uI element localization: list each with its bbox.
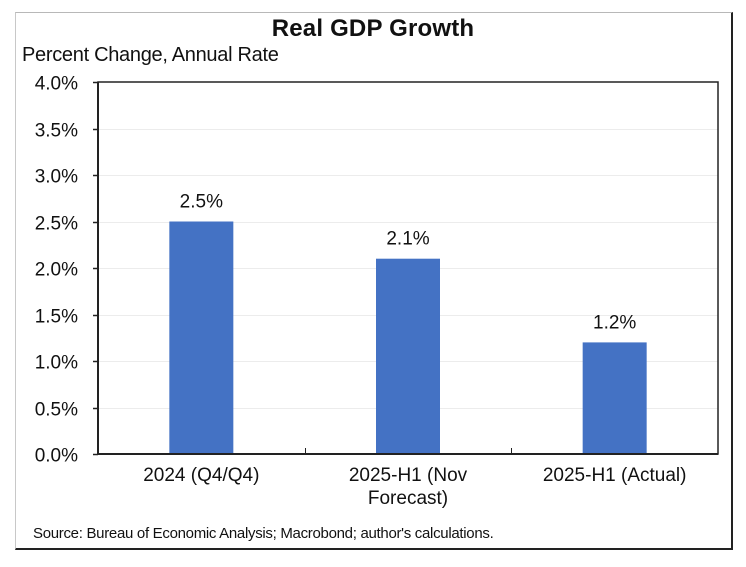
y-tick-label: 2.5% <box>35 214 78 235</box>
chart-title: Real GDP Growth <box>271 15 475 42</box>
bar <box>582 342 647 454</box>
y-tick-label: 0.5% <box>35 400 78 421</box>
x-tick-label-line: 2024 (Q4/Q4) <box>143 465 259 486</box>
y-tick-label: 0.0% <box>35 446 78 467</box>
x-tick-label-line: Forecast) <box>368 488 448 509</box>
data-label: 2.5% <box>180 192 223 213</box>
x-tick-label-line: 2025-H1 (Actual) <box>543 465 687 486</box>
x-tick-label: 2025-H1 (Actual) <box>543 465 687 486</box>
x-tick-label-line: 2025-H1 (Nov <box>349 465 468 486</box>
data-label: 2.1% <box>386 229 429 250</box>
x-tick-label: 2025-H1 (Nov Forecast) <box>349 465 468 509</box>
y-tick-label: 1.0% <box>35 353 78 374</box>
source-note: Source: Bureau of Economic Analysis; Mac… <box>33 525 494 542</box>
y-tick-label: 1.5% <box>35 307 78 328</box>
y-tick-label: 3.0% <box>35 167 78 188</box>
y-tick-label: 3.5% <box>35 121 78 142</box>
y-axis-title: Percent Change, Annual Rate <box>22 44 279 66</box>
chart-frame <box>15 12 733 550</box>
y-tick-label: 2.0% <box>35 260 78 281</box>
bars <box>169 221 647 454</box>
labels: 0.0% 0.5% 1.0% 1.5% 2.0% 2.5% 3.0% 3.5% 4.0% 2.5%… <box>35 74 687 510</box>
bar <box>376 258 440 454</box>
data-label: 1.2% <box>593 312 636 333</box>
axes <box>93 81 719 456</box>
x-tick-label: 2024 (Q4/Q4) <box>143 465 259 486</box>
y-tick-label: 4.0% <box>35 74 78 95</box>
bar <box>169 221 234 454</box>
